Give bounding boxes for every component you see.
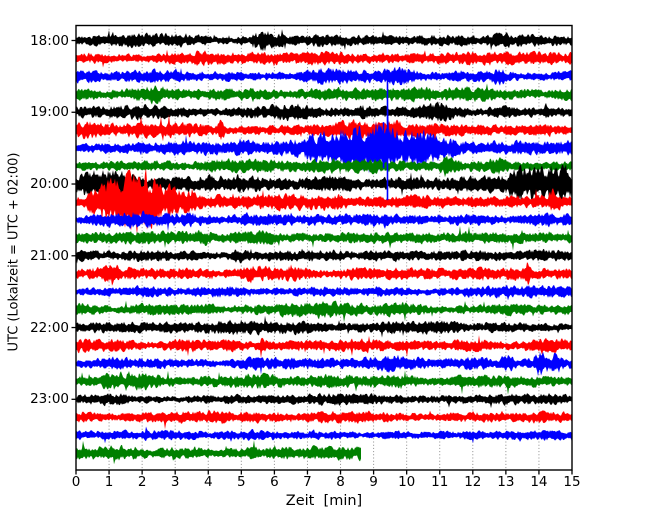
seismic-trace-2100 (76, 248, 572, 264)
x-tick-label: 6 (270, 474, 279, 490)
seismic-trace-1830 (76, 66, 572, 86)
seismic-trace-1945 (76, 155, 572, 178)
y-tick-label: 23:00 (30, 391, 69, 408)
seismic-trace-2345 (76, 440, 361, 465)
seismic-trace-2230 (76, 351, 572, 376)
y-tick-label: 19:00 (30, 104, 69, 121)
seismic-trace-2030 (76, 210, 572, 232)
x-tick-label: 8 (336, 474, 345, 490)
x-tick-label: 7 (303, 474, 312, 490)
seismic-trace-2330 (76, 426, 572, 444)
plot-frame (75, 24, 573, 471)
seismic-trace-2045 (76, 225, 572, 251)
y-tick-label: 21:00 (30, 247, 69, 264)
seismic-trace-2130 (76, 284, 572, 301)
x-tick-label: 0 (71, 474, 81, 490)
y-tick-label: 18:00 (30, 32, 69, 49)
y-tick-label: 20:00 (30, 176, 69, 193)
seismic-trace-1800 (76, 29, 572, 52)
seismic-trace-1930 (76, 105, 572, 174)
x-tick-label: 4 (203, 474, 213, 490)
x-tick-label: 15 (563, 474, 581, 490)
y-axis-label: UTC (Lokalzeit = UTC + 02:00) (6, 152, 22, 352)
x-tick-label: 10 (398, 474, 416, 490)
seismic-trace-2000 (76, 164, 572, 208)
seismic-trace-2245 (76, 370, 572, 395)
seismic-trace-2145 (76, 300, 572, 323)
seismic-trace-2315 (76, 410, 572, 430)
x-tick-label: 9 (369, 474, 378, 490)
x-axis-label: Zeit [min] (285, 493, 363, 509)
x-tick-label: 3 (170, 474, 180, 490)
x-tick-label: 12 (464, 474, 482, 490)
seismic-trace-2115 (76, 262, 572, 286)
x-tick-label: 11 (431, 474, 449, 490)
seismic-trace-2215 (76, 335, 572, 359)
x-tick-label: 14 (530, 474, 548, 490)
seismic-trace-1900 (76, 101, 572, 122)
seismic-trace-1815 (76, 49, 572, 68)
seismic-trace-2300 (76, 392, 572, 409)
seismic-trace-1845 (76, 83, 572, 105)
x-tick-label: 2 (137, 474, 147, 490)
x-tick-label: 1 (104, 474, 114, 490)
y-tick-label: 22:00 (30, 319, 69, 336)
seismic-trace-1915 (76, 114, 572, 144)
seismic-trace-2200 (76, 315, 572, 338)
x-tick-label: 5 (237, 474, 246, 490)
seismic-trace-2015 (76, 168, 572, 236)
x-tick-label: 13 (497, 474, 515, 490)
